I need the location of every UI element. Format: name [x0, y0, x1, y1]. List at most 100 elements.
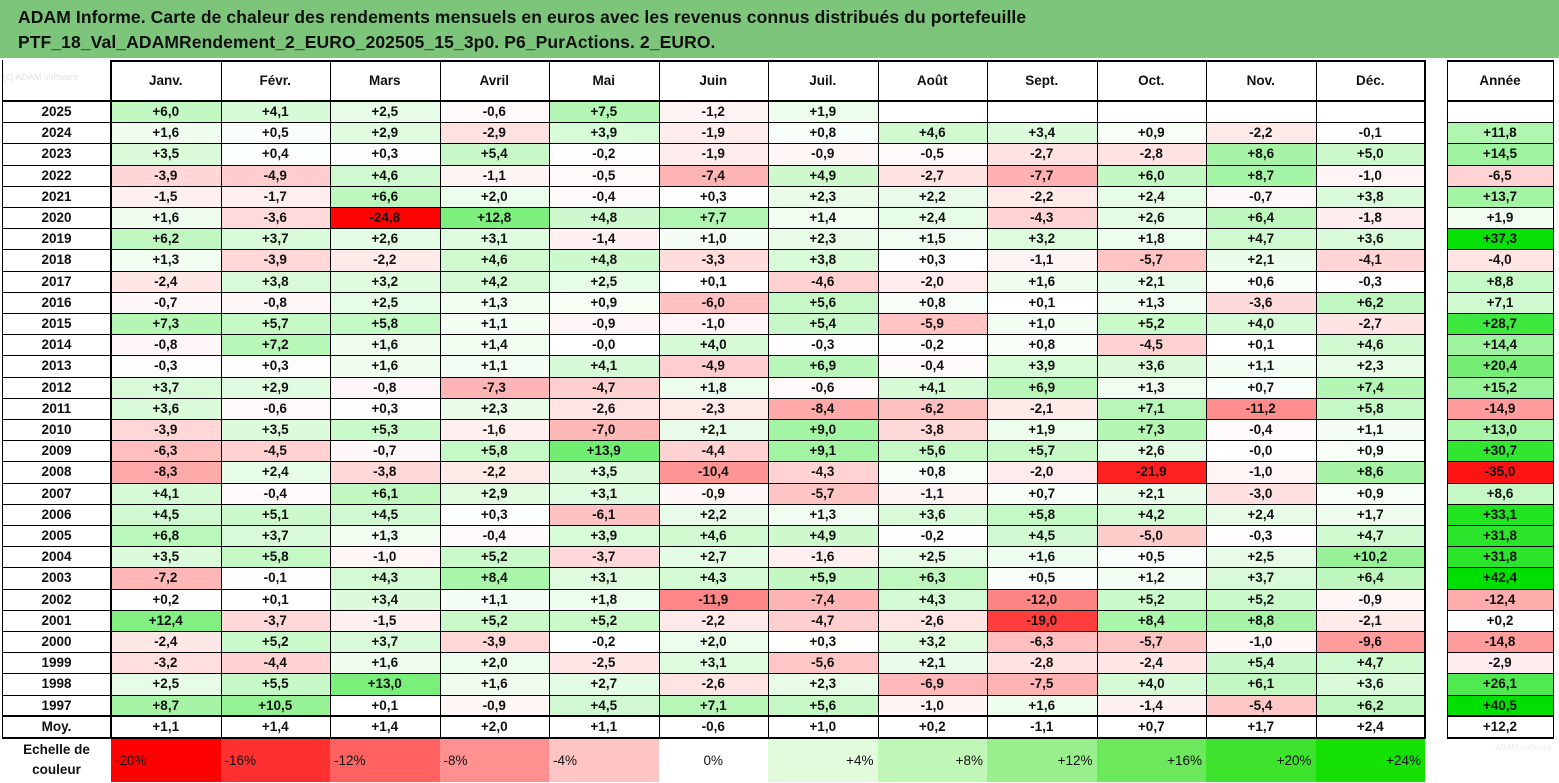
heatmap-cell: +8,4 — [1096, 609, 1206, 631]
heatmap-cell: +4,6 — [877, 122, 987, 144]
annual-cell: +8,6 — [1447, 482, 1553, 504]
heatmap-cell: -0,4 — [549, 185, 659, 207]
heatmap-cell: -12,0 — [987, 588, 1097, 610]
heatmap-cell: -0,7 — [111, 291, 221, 313]
annual-cell: +14,4 — [1447, 334, 1553, 356]
annual-cell: +11,8 — [1447, 122, 1553, 144]
heatmap-cell: +1,1 — [439, 355, 549, 377]
heatmap-cell: -2,0 — [877, 270, 987, 292]
table-border-top-year — [1447, 60, 1554, 62]
heatmap-cell: -1,0 — [1206, 461, 1316, 483]
heatmap-cell: +1,1 — [1315, 419, 1425, 441]
heatmap-cell: +6,0 — [1096, 164, 1206, 186]
heatmap-cell: -1,4 — [1096, 694, 1206, 716]
heatmap-cell: +5,8 — [1315, 397, 1425, 419]
heatmap-cell: +6,2 — [1315, 291, 1425, 313]
heatmap-cell: +2,9 — [220, 376, 330, 398]
header-border — [2, 100, 1425, 102]
heatmap-cell: -2,6 — [549, 397, 659, 419]
annual-cell: +13,7 — [1447, 185, 1553, 207]
heatmap-cell: -7,3 — [439, 376, 549, 398]
heatmap-cell: +5,5 — [220, 673, 330, 695]
heatmap-cell: +7,1 — [658, 694, 768, 716]
heatmap-cell: +0,8 — [877, 461, 987, 483]
row-divider — [2, 609, 1425, 611]
year-row-label: 1999 — [41, 655, 72, 671]
row-divider-year — [1447, 397, 1553, 399]
heatmap-cell: +4,0 — [1096, 673, 1206, 695]
heatmap-cell: +1,6 — [330, 652, 440, 674]
row-divider — [2, 461, 1425, 463]
year-row-label: 2008 — [41, 464, 72, 480]
heatmap-cell: +12,8 — [439, 207, 549, 229]
heatmap-cell: -0,0 — [1206, 440, 1316, 462]
heatmap-cell: +5,8 — [439, 440, 549, 462]
row-divider — [2, 313, 1425, 314]
row-divider-year — [1447, 313, 1553, 314]
color-scale-step: +20% — [1206, 738, 1316, 782]
year-row-label: 2021 — [41, 188, 72, 204]
heatmap-cell: -1,9 — [658, 122, 768, 144]
color-scale-step: +24% — [1315, 738, 1425, 782]
heatmap-cell: +3,5 — [549, 461, 659, 483]
column-header: Juil. — [809, 73, 837, 88]
heatmap-cell: +3,4 — [987, 122, 1097, 144]
heatmap-cell: -3,0 — [1206, 482, 1316, 504]
heatmap-cell: +0,7 — [987, 482, 1097, 504]
heatmap-cell: +4,1 — [220, 101, 330, 123]
title-banner: ADAM Informe. Carte de chaleur des rende… — [0, 0, 1559, 58]
heatmap-cell: +4,1 — [111, 482, 221, 504]
column-header: Oct. — [1138, 73, 1165, 88]
heatmap-cell: +2,5 — [111, 673, 221, 695]
year-row-label: 2014 — [41, 337, 72, 353]
column-header: Janv. — [148, 73, 183, 88]
heatmap-cell: -2,1 — [1315, 609, 1425, 631]
heatmap-cell: +5,4 — [439, 143, 549, 165]
heatmap-cell: +3,5 — [111, 143, 221, 165]
average-cell: +0,2 — [877, 715, 987, 737]
heatmap-cell: -2,8 — [1096, 143, 1206, 165]
color-scale-step: 0% — [658, 738, 768, 782]
heatmap-cell: +2,7 — [549, 673, 659, 695]
heatmap-cell: -4,6 — [768, 270, 878, 292]
heatmap-cell: -1,5 — [111, 185, 221, 207]
row-divider — [2, 164, 1425, 166]
heatmap-cell: +1,6 — [987, 270, 1097, 292]
average-cell: +1,4 — [330, 715, 440, 737]
heatmap-cell — [1315, 101, 1425, 123]
heatmap-cell: -4,4 — [658, 440, 768, 462]
heatmap-cell: +0,5 — [1096, 546, 1206, 568]
annual-cell: +26,1 — [1447, 673, 1553, 695]
row-divider-year — [1447, 482, 1553, 484]
color-scale-step: -20% — [111, 738, 221, 782]
heatmap-cell: +6,3 — [877, 567, 987, 589]
heatmap-cell: -0,7 — [1206, 185, 1316, 207]
heatmap-cell: +2,5 — [877, 546, 987, 568]
heatmap-cell: +1,8 — [1096, 228, 1206, 250]
heatmap-cell: +2,0 — [658, 631, 768, 653]
heatmap-cell: -19,0 — [987, 609, 1097, 631]
heatmap-cell: +1,6 — [439, 673, 549, 695]
heatmap-cell: -0,8 — [111, 334, 221, 356]
row-divider-year — [1447, 525, 1553, 526]
heatmap-cell: +5,6 — [768, 291, 878, 313]
row-divider — [2, 546, 1425, 548]
heatmap-cell: +0,3 — [330, 397, 440, 419]
heatmap-cell: +4,1 — [877, 376, 987, 398]
heatmap-cell: +5,2 — [549, 609, 659, 631]
heatmap-cell: +0,3 — [658, 185, 768, 207]
heatmap-cell: -1,8 — [1315, 207, 1425, 229]
average-cell: +1,1 — [111, 715, 221, 737]
heatmap-cell: +6,1 — [330, 482, 440, 504]
heatmap-cell: -2,3 — [658, 397, 768, 419]
heatmap-cell: +0,3 — [768, 631, 878, 653]
heatmap-cell: +3,2 — [877, 631, 987, 653]
heatmap-cell: -0,9 — [768, 143, 878, 165]
annual-cell: +30,7 — [1447, 440, 1553, 462]
heatmap-cell: +6,1 — [1206, 673, 1316, 695]
color-scale-step: -4% — [549, 738, 659, 782]
heatmap-cell: -0,5 — [549, 164, 659, 186]
heatmap-cell: -7,4 — [768, 588, 878, 610]
column-divider — [330, 60, 331, 737]
average-year-cell: +12,2 — [1447, 715, 1553, 737]
